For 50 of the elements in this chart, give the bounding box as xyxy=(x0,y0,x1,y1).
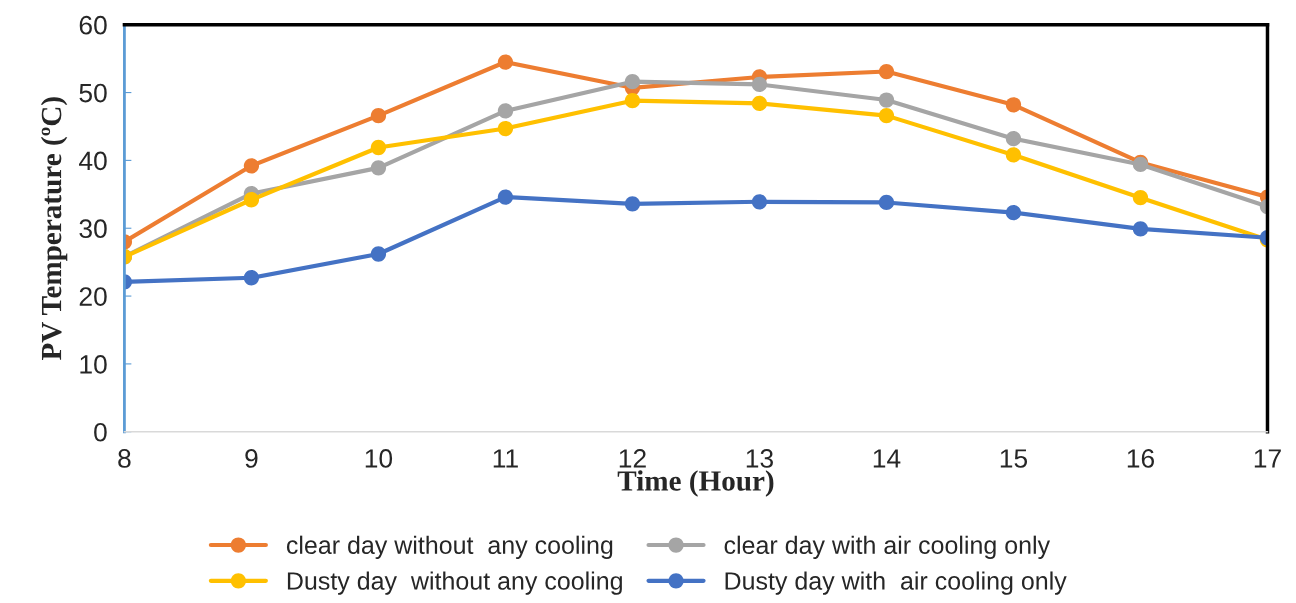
point xyxy=(1005,147,1022,163)
point xyxy=(751,95,768,112)
point xyxy=(370,107,387,124)
x-tick-label: 12 xyxy=(619,449,646,468)
x-tick-label: 11 xyxy=(493,449,518,468)
y-tick-label: 40 xyxy=(79,151,107,171)
y-tick-label: 10 xyxy=(80,355,107,374)
point xyxy=(370,160,387,176)
point xyxy=(1005,204,1022,221)
point xyxy=(243,158,260,174)
y-axis-title: PV Temperature (ºC) xyxy=(40,97,68,361)
x-tick-label: 17 xyxy=(1254,449,1281,468)
point xyxy=(370,139,387,156)
x-tick-label: 15 xyxy=(1000,449,1028,468)
x-tick-label: 8 xyxy=(118,449,131,468)
point xyxy=(370,246,387,262)
point xyxy=(624,93,641,109)
point xyxy=(1132,190,1149,206)
legend-label: Dusty day without any cooling xyxy=(287,571,622,595)
point xyxy=(624,196,641,212)
point xyxy=(1005,131,1022,147)
point xyxy=(751,76,768,93)
x-tick-label: 10 xyxy=(365,449,393,468)
x-tick-label: 16 xyxy=(1127,449,1154,468)
point xyxy=(497,189,514,205)
point xyxy=(1005,97,1022,113)
y-tick-label: 20 xyxy=(79,287,107,306)
legend-label: clear day without any cooling xyxy=(286,535,613,559)
y-tick-label: 0 xyxy=(94,422,107,442)
point xyxy=(497,103,514,119)
point xyxy=(878,63,895,80)
point xyxy=(497,54,514,70)
y-tick-label: 50 xyxy=(79,83,107,103)
point xyxy=(624,74,641,90)
point xyxy=(243,192,260,208)
y-tick-label: 60 xyxy=(79,15,107,35)
point xyxy=(878,107,895,124)
x-tick-label: 14 xyxy=(873,449,901,468)
x-tick-label: 9 xyxy=(245,449,258,468)
y-tick-label: 30 xyxy=(79,219,107,239)
x-tick-label: 13 xyxy=(746,449,773,468)
point xyxy=(1132,221,1149,237)
legend-label: Dusty day with air cooling only xyxy=(725,571,1067,595)
point xyxy=(878,92,895,108)
point xyxy=(751,194,768,210)
point xyxy=(497,120,514,137)
x-axis-title: Time (Hour) xyxy=(617,470,774,497)
legend-label: clear day with air cooling only xyxy=(724,535,1051,559)
point xyxy=(243,270,260,286)
point xyxy=(878,194,895,211)
